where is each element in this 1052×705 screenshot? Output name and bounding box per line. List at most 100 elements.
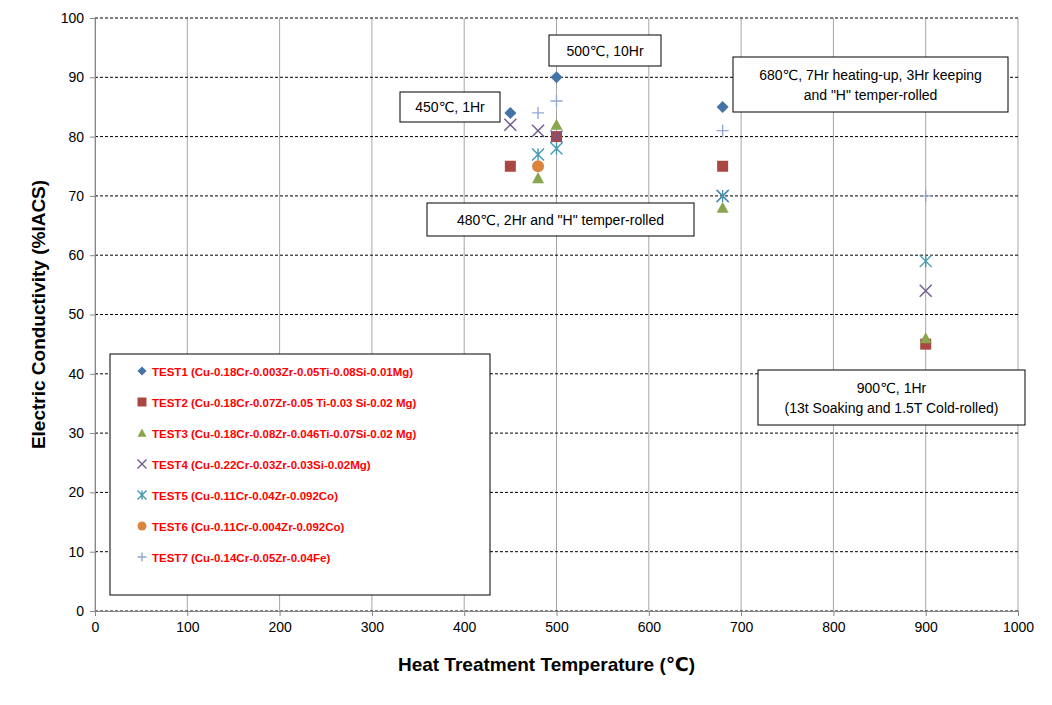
x-tick-mark bbox=[1018, 611, 1019, 616]
y-tick-mark bbox=[90, 255, 95, 256]
annotation-text: 900℃, 1Hr bbox=[857, 380, 927, 396]
x-tick-mark bbox=[280, 611, 281, 616]
legend-marker bbox=[138, 429, 147, 437]
x-tick-mark bbox=[372, 611, 373, 616]
legend-label: TEST4 (Cu-0.22Cr-0.03Zr-0.03Si-0.02Mg) bbox=[152, 459, 371, 471]
y-tick-mark bbox=[90, 137, 95, 138]
legend-marker bbox=[138, 553, 147, 562]
legend-marker bbox=[138, 398, 147, 407]
point bbox=[551, 142, 563, 154]
y-grid-line bbox=[95, 18, 1018, 19]
x-tick-label: 800 bbox=[822, 619, 846, 635]
legend-label: TEST1 (Cu-0.18Cr-0.003Zr-0.05Ti-0.08Si-0… bbox=[152, 366, 413, 378]
y-tick-label: 20 bbox=[68, 484, 84, 500]
y-tick-mark bbox=[90, 77, 95, 78]
chart: 0100200300400500600700800900100001020304… bbox=[0, 0, 1052, 705]
y-tick-label: 30 bbox=[68, 425, 84, 441]
y-tick-label: 100 bbox=[61, 10, 85, 26]
point bbox=[920, 285, 932, 297]
x-tick: 800 bbox=[822, 611, 846, 635]
y-tick-label: 0 bbox=[76, 603, 84, 619]
x-tick-label: 600 bbox=[638, 619, 662, 635]
x-tick-label: 0 bbox=[92, 619, 100, 635]
x-tick-label: 1000 bbox=[1003, 619, 1034, 635]
x-tick-mark bbox=[833, 611, 834, 616]
y-tick: 90 bbox=[68, 69, 95, 85]
x-tick-label: 300 bbox=[361, 619, 385, 635]
x-tick: 200 bbox=[268, 611, 292, 635]
annotation-text: (13t Soaking and 1.5T Cold-rolled) bbox=[785, 400, 999, 416]
x-tick-label: 100 bbox=[176, 619, 200, 635]
y-tick-mark bbox=[90, 315, 95, 316]
y-tick-label: 90 bbox=[68, 69, 84, 85]
legend-box bbox=[110, 354, 490, 595]
point bbox=[551, 131, 563, 143]
annotations: 450℃, 1Hr500℃, 10Hr680℃, 7Hr heating-up,… bbox=[400, 35, 1025, 425]
point bbox=[717, 202, 729, 213]
x-tick: 100 bbox=[176, 611, 200, 635]
point bbox=[920, 190, 932, 202]
x-tick: 1000 bbox=[1003, 611, 1034, 635]
legend-label: TEST5 (Cu-0.11Cr-0.04Zr-0.092Co) bbox=[152, 490, 338, 502]
point bbox=[717, 190, 729, 202]
grid bbox=[95, 18, 1018, 611]
legend-label: TEST2 (Cu-0.18Cr-0.07Zr-0.05 Ti-0.03 Si-… bbox=[152, 397, 417, 409]
y-tick: 10 bbox=[68, 544, 95, 560]
annotation-box bbox=[427, 203, 694, 236]
x-axis-line bbox=[96, 612, 1019, 617]
y-grid-line bbox=[95, 195, 1018, 196]
y-axis: 0 10 20 30 40 50 60 70 80 90 100 bbox=[61, 10, 96, 619]
point bbox=[504, 119, 516, 131]
y-tick-label: 10 bbox=[68, 544, 84, 560]
y-tick: 50 bbox=[68, 306, 95, 322]
annotation-text: 480℃, 2Hr and "H" temper-rolled bbox=[457, 212, 664, 228]
x-tick-label: 400 bbox=[453, 619, 477, 635]
point bbox=[920, 332, 932, 343]
x-tick-mark bbox=[649, 611, 650, 616]
x-tick: 700 bbox=[730, 611, 754, 635]
point bbox=[920, 255, 932, 267]
annotation-box bbox=[549, 35, 661, 66]
x-axis-title: Heat Treatment Temperature (℃) bbox=[398, 654, 695, 675]
y-tick: 80 bbox=[68, 129, 95, 145]
point bbox=[532, 160, 544, 172]
annotation-box bbox=[400, 92, 500, 122]
y-tick-label: 40 bbox=[68, 366, 84, 382]
y-tick: 20 bbox=[68, 484, 95, 500]
y-tick-mark bbox=[90, 433, 95, 434]
point bbox=[532, 125, 544, 137]
point bbox=[532, 107, 544, 119]
y-tick: 30 bbox=[68, 425, 95, 441]
annotation-text: and "H" temper-rolled bbox=[804, 87, 938, 103]
x-grid-line bbox=[648, 18, 649, 611]
point bbox=[717, 125, 729, 137]
point bbox=[551, 95, 563, 107]
x-tick: 400 bbox=[453, 611, 477, 635]
x-tick-label: 500 bbox=[545, 619, 569, 635]
annotation-box bbox=[733, 57, 1008, 112]
y-tick-mark bbox=[90, 611, 95, 612]
legend-label: TEST6 (Cu-0.11Cr-0.004Zr-0.092Co) bbox=[152, 521, 345, 533]
y-axis-title: Electric Conductivity (%IACS) bbox=[28, 180, 49, 449]
point bbox=[551, 71, 563, 83]
x-tick-label: 200 bbox=[268, 619, 292, 635]
x-axis: 01002003004005006007008009001000 bbox=[92, 611, 1035, 635]
point bbox=[551, 131, 562, 142]
plot: 0100200300400500600700800900100001020304… bbox=[61, 10, 1035, 635]
y-tick-label: 70 bbox=[68, 188, 84, 204]
point bbox=[717, 161, 728, 172]
x-tick: 500 bbox=[545, 611, 569, 635]
point bbox=[532, 148, 544, 160]
y-tick-label: 60 bbox=[68, 247, 84, 263]
point bbox=[504, 107, 516, 119]
x-tick-mark bbox=[464, 611, 465, 616]
legend: TEST1 (Cu-0.18Cr-0.003Zr-0.05Ti-0.08Si-0… bbox=[110, 354, 490, 595]
y-tick: 70 bbox=[68, 188, 95, 204]
y-tick-label: 50 bbox=[68, 306, 84, 322]
y-tick-label: 80 bbox=[68, 129, 84, 145]
y-axis-line bbox=[90, 19, 96, 612]
annotation-text: 680℃, 7Hr heating-up, 3Hr keeping bbox=[759, 67, 982, 83]
x-tick-label: 700 bbox=[730, 619, 754, 635]
annotation-text: 450℃, 1Hr bbox=[415, 99, 485, 115]
y-grid-line bbox=[95, 314, 1018, 315]
